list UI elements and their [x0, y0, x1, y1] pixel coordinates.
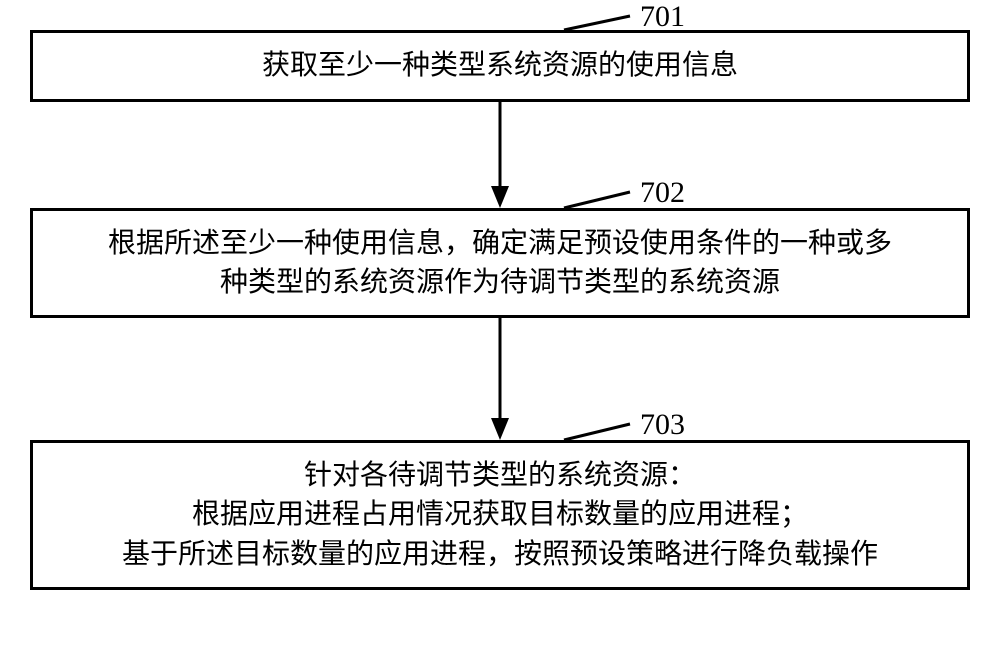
flowchart-canvas: 获取至少一种类型系统资源的使用信息 根据所述至少一种使用信息，确定满足预设使用条… — [0, 0, 1000, 659]
arrow-702-to-703 — [0, 0, 1000, 659]
